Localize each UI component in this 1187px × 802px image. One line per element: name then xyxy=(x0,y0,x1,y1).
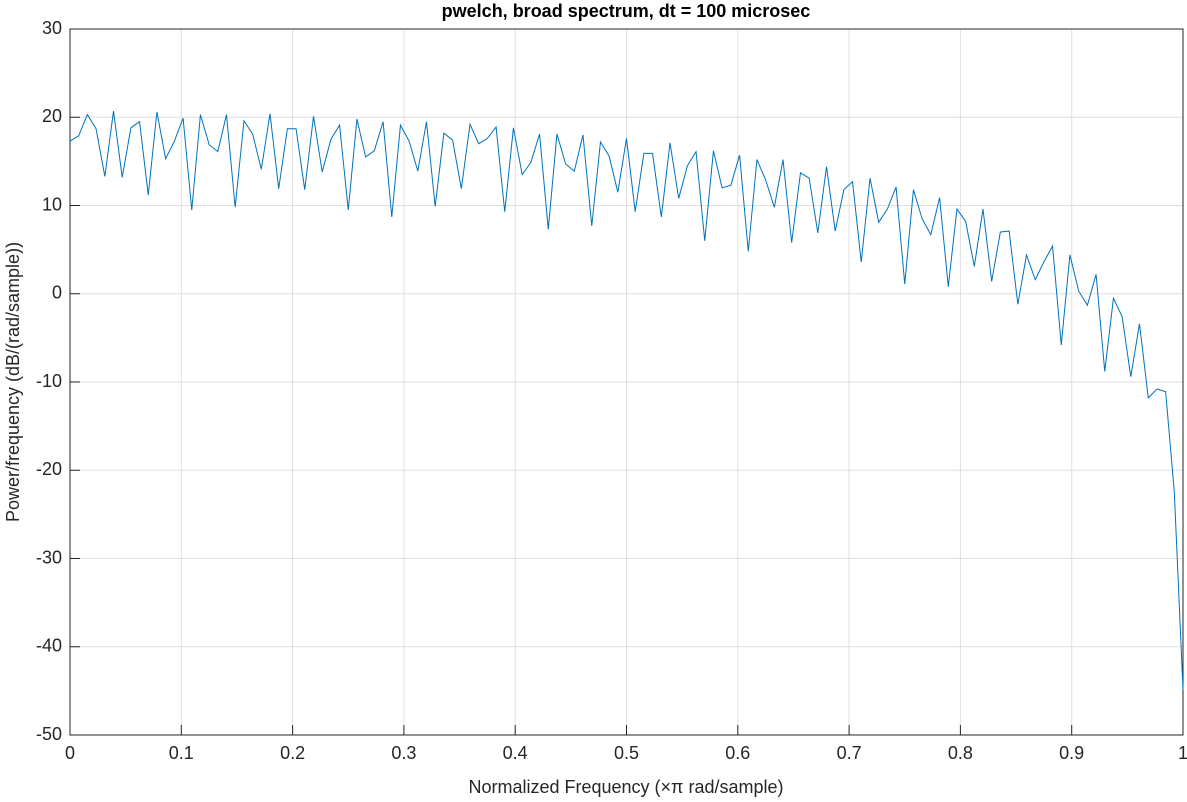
axes-box xyxy=(69,28,1184,736)
y-tick-label: -30 xyxy=(36,547,62,567)
x-tick-label: 0.6 xyxy=(725,743,750,763)
y-tick-label: 10 xyxy=(42,194,62,214)
y-tick-label: -10 xyxy=(36,371,62,391)
x-tick-label: 0.9 xyxy=(1059,743,1084,763)
chart-title: pwelch, broad spectrum, dt = 100 microse… xyxy=(442,1,811,21)
x-tick-label: 1 xyxy=(1178,743,1187,763)
x-tick-label: 0.5 xyxy=(614,743,639,763)
y-tick-label: 20 xyxy=(42,106,62,126)
y-tick-label: -20 xyxy=(36,459,62,479)
y-tick-label: -40 xyxy=(36,636,62,656)
x-tick-label: 0.4 xyxy=(503,743,528,763)
x-tick-label: 0.3 xyxy=(391,743,416,763)
y-tick-label: -50 xyxy=(36,724,62,744)
x-tick-label: 0 xyxy=(65,743,75,763)
x-tick-label: 0.8 xyxy=(948,743,973,763)
x-tick-label: 0.2 xyxy=(280,743,305,763)
x-axis-label: Normalized Frequency (×π rad/sample) xyxy=(468,777,783,797)
x-tick-label: 0.1 xyxy=(169,743,194,763)
y-tick-label: 0 xyxy=(52,283,62,303)
y-axis-label: Power/frequency (dB/(rad/sample)) xyxy=(3,242,23,522)
y-tick-label: 30 xyxy=(42,18,62,38)
x-tick-label: 0.7 xyxy=(837,743,862,763)
data-line xyxy=(69,111,1184,691)
